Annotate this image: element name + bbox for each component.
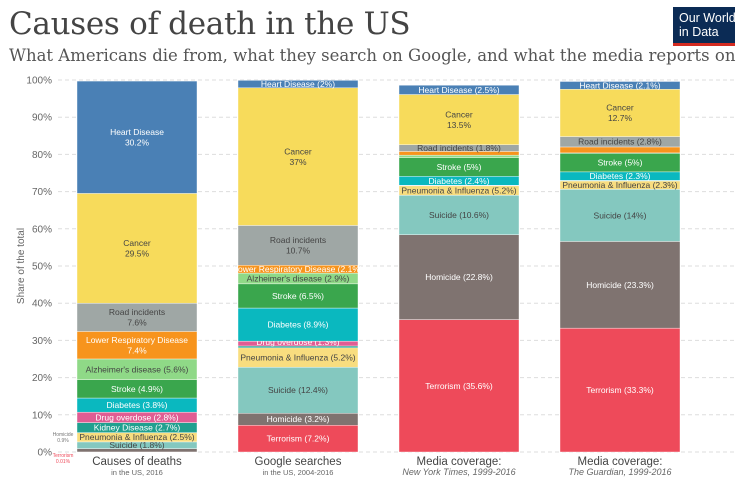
- y-axis-label: Share of the total: [16, 228, 27, 304]
- segment-heart-disease: [398, 85, 520, 95]
- segment-cancer: [237, 87, 359, 226]
- segment-label: Heart Disease (2%): [261, 79, 335, 89]
- segment-label: Suicide (1.8%): [109, 440, 164, 450]
- segment-label: Road incidents 10.7%: [270, 235, 326, 256]
- segment-label: Homicide (22.8%): [425, 272, 493, 282]
- segment-label: Homicide (23.3%): [586, 280, 654, 290]
- chart-title: Causes of death in the US: [9, 6, 411, 42]
- category-sublabel: in the US, 2004-2016: [263, 468, 334, 477]
- chart-subtitle: What Americans die from, what they searc…: [9, 46, 736, 65]
- segment-diabetes: [237, 307, 359, 342]
- y-tick-label: 60%: [32, 224, 52, 235]
- segment-label: Stroke (6.5%): [272, 291, 324, 301]
- segment-heart-disease: [559, 81, 681, 90]
- outside-label: Homicide 0.9%: [53, 432, 74, 444]
- category-label: Causes of deaths: [92, 456, 182, 468]
- segment-label: Pneumonia & Influenza (2.3%): [562, 180, 677, 190]
- segment-cancer: [76, 193, 198, 304]
- y-tick-label: 10%: [32, 410, 52, 421]
- segment-label: Stroke (5%): [598, 158, 643, 168]
- segment-terrorism: [398, 319, 520, 453]
- bar-3: Terrorism (33.3%) Homicide (23.3%) Suicide…: [559, 80, 681, 453]
- segment-label: Terrorism (33.3%): [586, 385, 654, 395]
- segment-terrorism: [237, 425, 359, 453]
- bar-1: Terrorism (7.2%) Homicide (3.2%) Suicide (…: [233, 79, 363, 453]
- segment-lower-respiratory-disease: [559, 146, 681, 154]
- segment-label: Kidney Disease (2.7%): [94, 423, 181, 433]
- segment-label: Diabetes (2.3%): [590, 171, 651, 181]
- logo-line-1: Our World: [679, 11, 736, 25]
- y-tick-label: 100%: [26, 76, 52, 87]
- segment-label: Homicide (3.2%): [267, 414, 330, 424]
- segment-label: Stroke (4.9%): [111, 384, 163, 394]
- segment-label: Diabetes (2.4%): [429, 176, 490, 186]
- segment-stroke: [237, 283, 359, 309]
- segment-label: Suicide (10.6%): [429, 210, 489, 220]
- segment-label: Lower Respiratory Disease 7.4%: [86, 335, 188, 356]
- segment-label: Suicide (14%): [594, 210, 647, 220]
- y-tick-label: 0%: [38, 448, 53, 459]
- bar-2: Terrorism (35.6%) Homicide (22.8%) Suicide…: [398, 85, 520, 453]
- category-sublabel: New York Times, 1999-2016: [402, 467, 515, 477]
- y-tick-label: 50%: [32, 262, 52, 273]
- segment-label: Lower Respiratory Disease (2.1%): [233, 264, 363, 274]
- bar-0: Suicide (1.8%)Pneumonia & Influenza (2.5…: [76, 80, 198, 453]
- segment-label: Drug overdose (2.8%): [95, 412, 178, 422]
- segment-suicide: [398, 195, 520, 235]
- segment-label: Diabetes (8.9%): [268, 320, 329, 330]
- segment-label: Heart Disease (2.5%): [418, 85, 499, 95]
- segment-road-incidents: [237, 225, 359, 266]
- segment-homicide: [559, 241, 681, 329]
- segment-label: Drug overdose (1.3%): [256, 337, 339, 347]
- category-sublabel: The Guardian, 1999-2016: [568, 467, 671, 477]
- category-label: Google searches: [255, 456, 342, 468]
- segment-label: Heart Disease (2.1%): [579, 80, 660, 90]
- segment-suicide: [559, 189, 681, 242]
- segment-label: Road incidents (2.8%): [578, 137, 662, 147]
- segment-heart-disease: [237, 80, 359, 89]
- segment-label: Cancer 29.5%: [123, 238, 151, 258]
- segment-label: Diabetes (3.8%): [107, 400, 168, 410]
- segment-label: Heart Disease 30.2%: [110, 127, 164, 148]
- logo-line-2: in Data: [679, 25, 719, 39]
- category-label: Media coverage:: [416, 456, 501, 468]
- segment-cancer: [559, 89, 681, 137]
- y-tick-label: 20%: [32, 373, 52, 384]
- segment-suicide: [237, 366, 359, 414]
- y-tick-label: 40%: [32, 299, 52, 310]
- segment-label: Cancer 13.5%: [445, 109, 473, 130]
- segment-label: Pneumonia & Influenza (2.5%): [79, 432, 194, 442]
- segment-label: Pneumonia & Influenza (5.2%): [240, 352, 355, 362]
- category-sublabel: in the US, 2016: [111, 468, 163, 477]
- y-tick-label: 30%: [32, 336, 52, 347]
- segment-label: Terrorism (35.6%): [425, 381, 493, 391]
- y-tick-label: 90%: [32, 113, 52, 124]
- segment-label: Pneumonia & Influenza (5.2%): [401, 185, 516, 195]
- segment-label: Stroke (5%): [437, 162, 482, 172]
- segment-homicide: [398, 234, 520, 320]
- y-tick-label: 80%: [32, 150, 52, 161]
- segment-heart-disease: [76, 80, 198, 194]
- segment-label: Terrorism (7.2%): [267, 434, 330, 444]
- segment-label: Alzheimer's disease (5.6%): [86, 364, 189, 374]
- y-tick-label: 70%: [32, 187, 52, 198]
- category-label: Media coverage:: [577, 456, 662, 468]
- segment-label: Suicide (12.4%): [268, 385, 328, 395]
- owid-logo[interactable]: Our World in Data: [673, 7, 736, 46]
- segment-label: Road incidents 7.6%: [109, 307, 165, 328]
- segment-alzheimer-s-disease: [398, 154, 520, 158]
- outside-label: Terrorism 0.01%: [53, 453, 74, 465]
- segment-terrorism: [559, 327, 681, 453]
- segment-cancer: [398, 94, 520, 145]
- segment-label: Cancer 12.7%: [606, 103, 634, 124]
- segment-label: Alzheimer's disease (2.9%): [247, 273, 350, 283]
- segment-lower-respiratory-disease: [76, 331, 198, 360]
- segment-label: Cancer 37%: [284, 146, 312, 167]
- segment-label: Road incidents (1.8%): [417, 143, 501, 153]
